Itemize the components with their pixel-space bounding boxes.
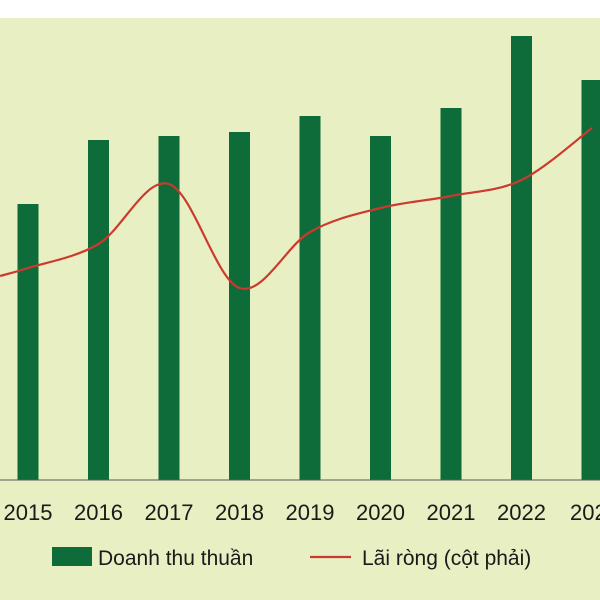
bar-2015 <box>17 204 39 480</box>
x-tick-label-2018: 2018 <box>215 500 264 525</box>
legend-label-line: Lãi ròng (cột phải) <box>362 547 531 570</box>
x-tick-label-2016: 2016 <box>74 500 123 525</box>
bar-2017 <box>158 136 180 480</box>
x-tick-label-2020: 2020 <box>356 500 405 525</box>
x-tick-label-2022: 2022 <box>497 500 546 525</box>
line-layer <box>0 127 593 290</box>
legend: Doanh thu thuần Lãi ròng (cột phải) <box>52 547 531 570</box>
bar-2020 <box>370 136 391 480</box>
bar-2023 <box>581 80 600 480</box>
legend-label-bar: Doanh thu thuần <box>98 547 253 570</box>
x-tick-label-2021: 2021 <box>427 500 476 525</box>
bar-2019 <box>299 116 321 480</box>
legend-swatch-bar <box>52 547 92 566</box>
bar-2022 <box>511 36 532 480</box>
x-tick-label-2015: 2015 <box>4 500 53 525</box>
x-tick-label-2017: 2017 <box>145 500 194 525</box>
line-series-lai-rong <box>0 127 593 290</box>
x-tick-label-2023: 202 <box>570 500 600 525</box>
bars-layer <box>17 36 600 480</box>
bar-2016 <box>88 140 109 480</box>
bar-2021 <box>440 108 462 480</box>
x-tick-label-2019: 2019 <box>286 500 335 525</box>
x-tick-labels: 2015 2016 2017 2018 2019 2020 2021 2022 202 <box>4 500 600 525</box>
bar-2018 <box>229 132 250 480</box>
